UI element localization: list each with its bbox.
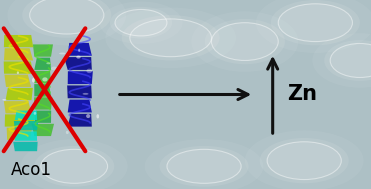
Polygon shape <box>68 71 93 84</box>
Ellipse shape <box>324 40 371 81</box>
Polygon shape <box>68 114 92 127</box>
Ellipse shape <box>267 142 341 180</box>
Ellipse shape <box>66 131 69 134</box>
Ellipse shape <box>51 67 58 70</box>
Ellipse shape <box>105 8 236 68</box>
Ellipse shape <box>86 69 92 73</box>
Ellipse shape <box>271 0 360 45</box>
Polygon shape <box>7 128 32 140</box>
Polygon shape <box>4 61 33 74</box>
Polygon shape <box>34 111 51 123</box>
Ellipse shape <box>245 130 364 189</box>
Polygon shape <box>4 101 32 113</box>
Ellipse shape <box>99 2 183 44</box>
Polygon shape <box>4 75 31 87</box>
Polygon shape <box>4 48 33 60</box>
Ellipse shape <box>130 19 211 57</box>
Ellipse shape <box>205 19 285 64</box>
Polygon shape <box>32 124 54 136</box>
Polygon shape <box>5 114 36 127</box>
Ellipse shape <box>312 33 371 88</box>
Text: Zn: Zn <box>288 84 318 105</box>
Ellipse shape <box>211 23 278 60</box>
Ellipse shape <box>167 149 241 183</box>
Ellipse shape <box>83 93 89 95</box>
Ellipse shape <box>330 43 371 77</box>
Polygon shape <box>14 131 37 141</box>
Polygon shape <box>68 43 92 56</box>
Ellipse shape <box>32 78 35 83</box>
Polygon shape <box>13 142 37 151</box>
Polygon shape <box>67 85 92 98</box>
Ellipse shape <box>78 49 80 52</box>
Ellipse shape <box>256 0 371 53</box>
Ellipse shape <box>59 53 66 54</box>
Polygon shape <box>33 44 53 57</box>
Polygon shape <box>34 97 52 110</box>
Ellipse shape <box>21 139 128 189</box>
Ellipse shape <box>30 0 104 34</box>
Ellipse shape <box>76 56 81 59</box>
Polygon shape <box>4 35 33 47</box>
Ellipse shape <box>115 9 167 36</box>
Polygon shape <box>6 88 33 100</box>
Ellipse shape <box>34 146 114 187</box>
Ellipse shape <box>22 0 111 38</box>
Polygon shape <box>34 84 51 96</box>
Ellipse shape <box>34 112 36 115</box>
Ellipse shape <box>42 77 47 81</box>
Ellipse shape <box>145 139 263 189</box>
Ellipse shape <box>96 114 99 119</box>
Ellipse shape <box>86 114 90 118</box>
Ellipse shape <box>7 0 126 45</box>
Ellipse shape <box>2 99 6 101</box>
Polygon shape <box>15 111 37 120</box>
Polygon shape <box>68 100 92 112</box>
Polygon shape <box>64 57 92 70</box>
Ellipse shape <box>278 4 352 42</box>
Polygon shape <box>34 71 51 83</box>
Ellipse shape <box>122 15 220 60</box>
Polygon shape <box>14 121 38 130</box>
Ellipse shape <box>191 11 298 72</box>
Ellipse shape <box>41 149 108 183</box>
Text: Aco1: Aco1 <box>11 161 52 179</box>
Ellipse shape <box>46 62 50 64</box>
Ellipse shape <box>260 138 349 183</box>
Ellipse shape <box>17 71 19 74</box>
Ellipse shape <box>110 7 172 39</box>
Ellipse shape <box>160 146 249 187</box>
Polygon shape <box>34 58 51 70</box>
